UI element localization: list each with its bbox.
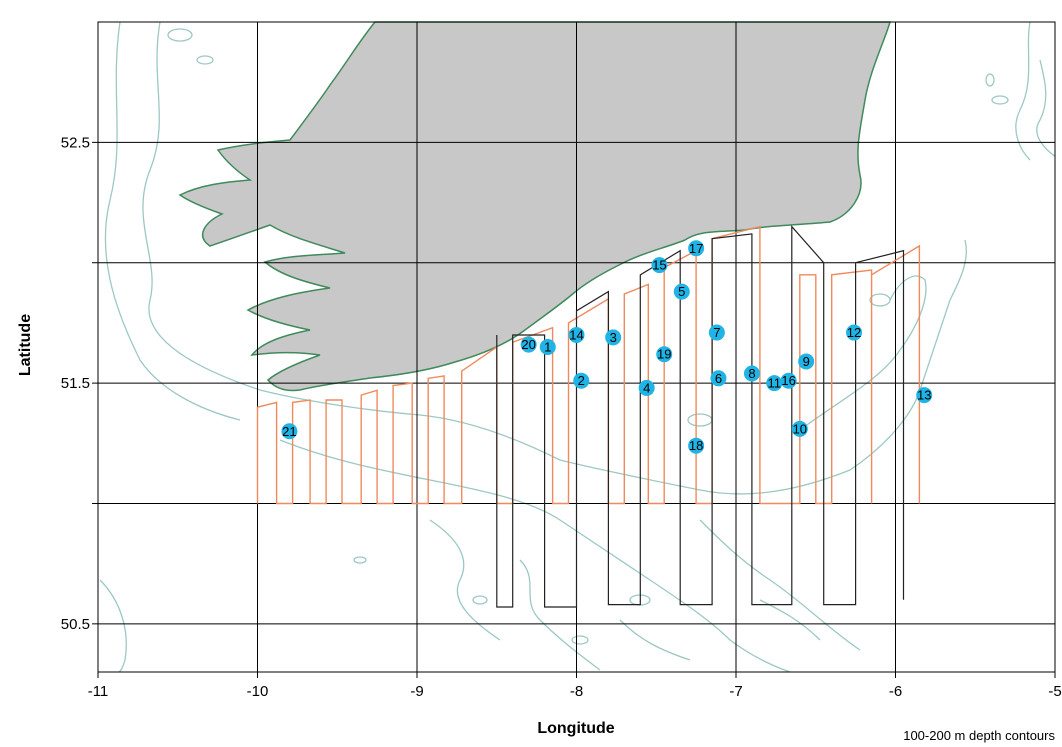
- station-dot: [673, 283, 690, 300]
- station-dot: [651, 257, 668, 274]
- station-marker: 11: [766, 375, 783, 392]
- station-label: 16: [781, 373, 795, 388]
- station-marker: 18: [688, 437, 705, 454]
- station-dot: [766, 375, 783, 392]
- station-marker: 13: [916, 387, 933, 404]
- x-tick-label: -6: [889, 683, 902, 700]
- x-tick-label: -9: [410, 683, 423, 700]
- x-tick-label: -11: [88, 683, 109, 700]
- station-marker: 15: [651, 257, 668, 274]
- station-label: 19: [657, 347, 671, 362]
- y-tick-label: 51.5: [61, 375, 90, 392]
- land-mass: [178, 21, 891, 392]
- station-label: 15: [652, 258, 666, 273]
- station-marker: 19: [656, 346, 673, 363]
- y-tick-label: 52.5: [61, 134, 90, 151]
- station-marker: 7: [708, 324, 725, 341]
- station-marker: 21: [281, 423, 298, 440]
- station-dot: [568, 326, 585, 343]
- station-label: 5: [678, 284, 685, 299]
- station-dot: [780, 372, 797, 389]
- station-label: 12: [847, 325, 861, 340]
- survey-track-black: [496, 225, 905, 608]
- station-dot: [791, 420, 808, 437]
- station-dot: [710, 370, 727, 387]
- station-dot: [798, 353, 815, 370]
- station-label: 9: [803, 354, 810, 369]
- station-marker: 20: [520, 336, 537, 353]
- station-label: 14: [569, 327, 583, 342]
- station-label: 2: [578, 373, 585, 388]
- station-marker: 1: [539, 339, 556, 355]
- station-dot: [688, 437, 705, 454]
- station-dot: [846, 324, 863, 341]
- y-tick-label: 50.5: [61, 616, 90, 633]
- station-label: 11: [768, 376, 782, 391]
- station-dot: [708, 324, 725, 341]
- station-label: 8: [748, 366, 755, 381]
- station-label: 4: [643, 380, 650, 395]
- depth-contour-note: 100-200 m depth contours: [903, 728, 1055, 743]
- station-dot: [916, 387, 933, 404]
- x-tick-label: -7: [729, 683, 742, 700]
- station-label: 7: [713, 325, 720, 340]
- station-dot: [573, 372, 590, 389]
- y-axis-title: Latitude: [17, 314, 34, 376]
- station-label: 6: [715, 371, 722, 386]
- station-marker: 9: [798, 353, 815, 370]
- station-marker: 5: [673, 283, 690, 300]
- station-marker: 16: [780, 372, 797, 389]
- x-axis-title: Longitude: [537, 720, 614, 737]
- station-dot: [605, 329, 622, 346]
- station-marker: 14: [568, 326, 585, 343]
- station-dot: [688, 240, 705, 257]
- station-label: 21: [282, 424, 296, 439]
- station-label: 17: [689, 241, 703, 256]
- station-dot: [539, 339, 556, 355]
- station-marker: 12: [846, 324, 863, 341]
- station-dot: [281, 423, 298, 440]
- station-marker: 2: [573, 372, 590, 389]
- x-tick-label: -8: [570, 683, 583, 700]
- station-marker: 4: [638, 379, 655, 396]
- x-axis: -11 -10 -9 -8 -7 -6 -5: [88, 672, 1062, 700]
- station-label: 1: [544, 340, 551, 355]
- grid-lines: [97, 22, 1056, 672]
- station-marker: 10: [791, 420, 808, 437]
- station-label: 3: [610, 330, 617, 345]
- x-tick-label: -5: [1048, 683, 1061, 700]
- x-tick-label: -10: [247, 683, 269, 700]
- station-dot: [520, 336, 537, 353]
- station-label: 18: [689, 438, 703, 453]
- station-marker: 3: [605, 329, 622, 346]
- station-dot: [656, 346, 673, 363]
- station-marker: 8: [743, 365, 760, 382]
- station-dot: [743, 365, 760, 382]
- station-label: 13: [917, 388, 931, 403]
- station-marker: 6: [710, 370, 727, 387]
- station-dot: [638, 379, 655, 396]
- station-label: 10: [793, 421, 807, 436]
- station-label: 20: [521, 337, 535, 352]
- y-axis: 50.5 51.5 52.5: [61, 134, 98, 633]
- station-marker: 17: [688, 240, 705, 257]
